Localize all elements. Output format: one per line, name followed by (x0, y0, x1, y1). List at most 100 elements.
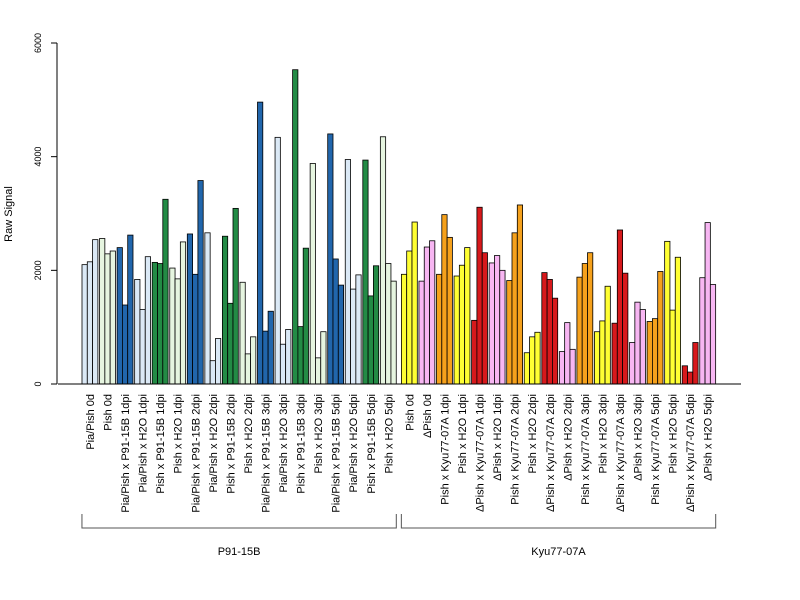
bar (429, 240, 436, 385)
bar (516, 204, 523, 385)
category-label: Pish 0d (404, 394, 416, 431)
category-label: Pia/Pish 0d (85, 394, 97, 450)
bar (332, 258, 339, 385)
bar (385, 263, 392, 385)
bar (367, 295, 374, 385)
category-label: Pish 0d (103, 394, 115, 431)
category-label: Pia/Pish x H2O 3dpi (278, 394, 290, 492)
bar (215, 338, 222, 385)
bar (534, 331, 541, 385)
bar (297, 326, 304, 385)
bar (569, 348, 576, 385)
bar (274, 136, 281, 385)
category-label: ΔPish x Kyu77-07A 5dpi (685, 394, 697, 512)
category-label: Pish x Kyu77-07A 1dpi (439, 394, 451, 505)
bar (494, 255, 501, 385)
bar (204, 232, 211, 385)
bar (652, 318, 659, 385)
bar (511, 232, 518, 385)
category-label: Pish x P91-15B 5dpi (366, 394, 378, 494)
bar (471, 319, 478, 385)
category-label: Pia/Pish x P91-15B 3dpi (260, 394, 272, 513)
bar (594, 331, 601, 385)
bar (221, 235, 229, 385)
category-label: Pish x P91-15B 1dpi (155, 394, 167, 494)
category-label: Pish x P91-15B 3dpi (296, 394, 308, 494)
category-label: Pia/Pish x H2O 1dpi (138, 394, 150, 492)
bar (622, 272, 629, 385)
bar (104, 253, 111, 385)
bar (174, 278, 181, 385)
category-label: Pia/Pish x H2O 2dpi (208, 394, 220, 492)
bar (379, 136, 387, 385)
category-label: Pish x H2O 1dpi (173, 394, 185, 473)
bar (151, 261, 158, 385)
group-label: Kyu77-07A (531, 546, 586, 558)
bar (488, 262, 495, 385)
bar (139, 309, 146, 385)
bar (546, 279, 553, 385)
bar (464, 247, 471, 385)
bar (292, 69, 299, 385)
bar (302, 247, 309, 385)
bar (629, 342, 636, 385)
bar (127, 234, 134, 385)
category-label: Pish x Kyu77-07A 5dpi (650, 394, 662, 505)
bar (476, 206, 483, 385)
category-label: Pish x Kyu77-07A 3dpi (580, 394, 592, 505)
bar (262, 330, 269, 385)
bar (423, 246, 430, 385)
bar (81, 264, 88, 385)
bar (279, 343, 287, 385)
bar (481, 252, 488, 385)
bar (315, 357, 322, 385)
category-label: Pish x Kyu77-07A 2dpi (510, 394, 522, 505)
bar (704, 222, 711, 385)
bar (581, 263, 588, 385)
bar (406, 250, 413, 385)
bar (552, 297, 559, 385)
bar (362, 159, 369, 385)
bar (599, 320, 606, 385)
bar (699, 277, 706, 385)
category-label: Pia/Pish x P91-15B 1dpi (120, 394, 132, 513)
category-label: Pia/Pish x P91-15B 5dpi (331, 394, 343, 513)
bar (162, 198, 169, 385)
bar (337, 284, 344, 385)
category-label: ΔPish x Kyu77-07A 3dpi (615, 394, 627, 512)
category-labels: Pia/Pish 0d Pish 0d Pia/Pish x P91-15B 1dp… (85, 394, 715, 513)
bar (309, 163, 316, 385)
bar (523, 352, 530, 385)
bar (122, 304, 129, 385)
y-tick-label: 6000 (33, 33, 43, 53)
bar (144, 256, 151, 385)
bar (320, 331, 327, 385)
bar (692, 342, 699, 385)
bar (657, 271, 664, 385)
category-label: Pish x H2O 1dpi (457, 394, 469, 473)
bar (169, 267, 176, 385)
bar (157, 263, 164, 385)
bar (576, 276, 583, 385)
bar (244, 353, 251, 385)
category-label: Pish x P91-15B 2dpi (225, 394, 237, 494)
bar (134, 279, 141, 385)
bar (436, 273, 443, 385)
bar (646, 321, 653, 385)
bar (664, 240, 671, 385)
bar (681, 365, 688, 385)
bar (350, 288, 357, 385)
bar (344, 159, 351, 385)
bar (499, 269, 506, 385)
bar (99, 238, 106, 385)
bar (564, 322, 571, 385)
bar (634, 301, 641, 385)
category-label: Pish x H2O 2dpi (527, 394, 539, 473)
bar (250, 336, 257, 385)
bar (197, 180, 204, 385)
bar (529, 336, 536, 385)
bar (267, 310, 274, 385)
bar (709, 284, 717, 385)
bar (446, 236, 453, 385)
